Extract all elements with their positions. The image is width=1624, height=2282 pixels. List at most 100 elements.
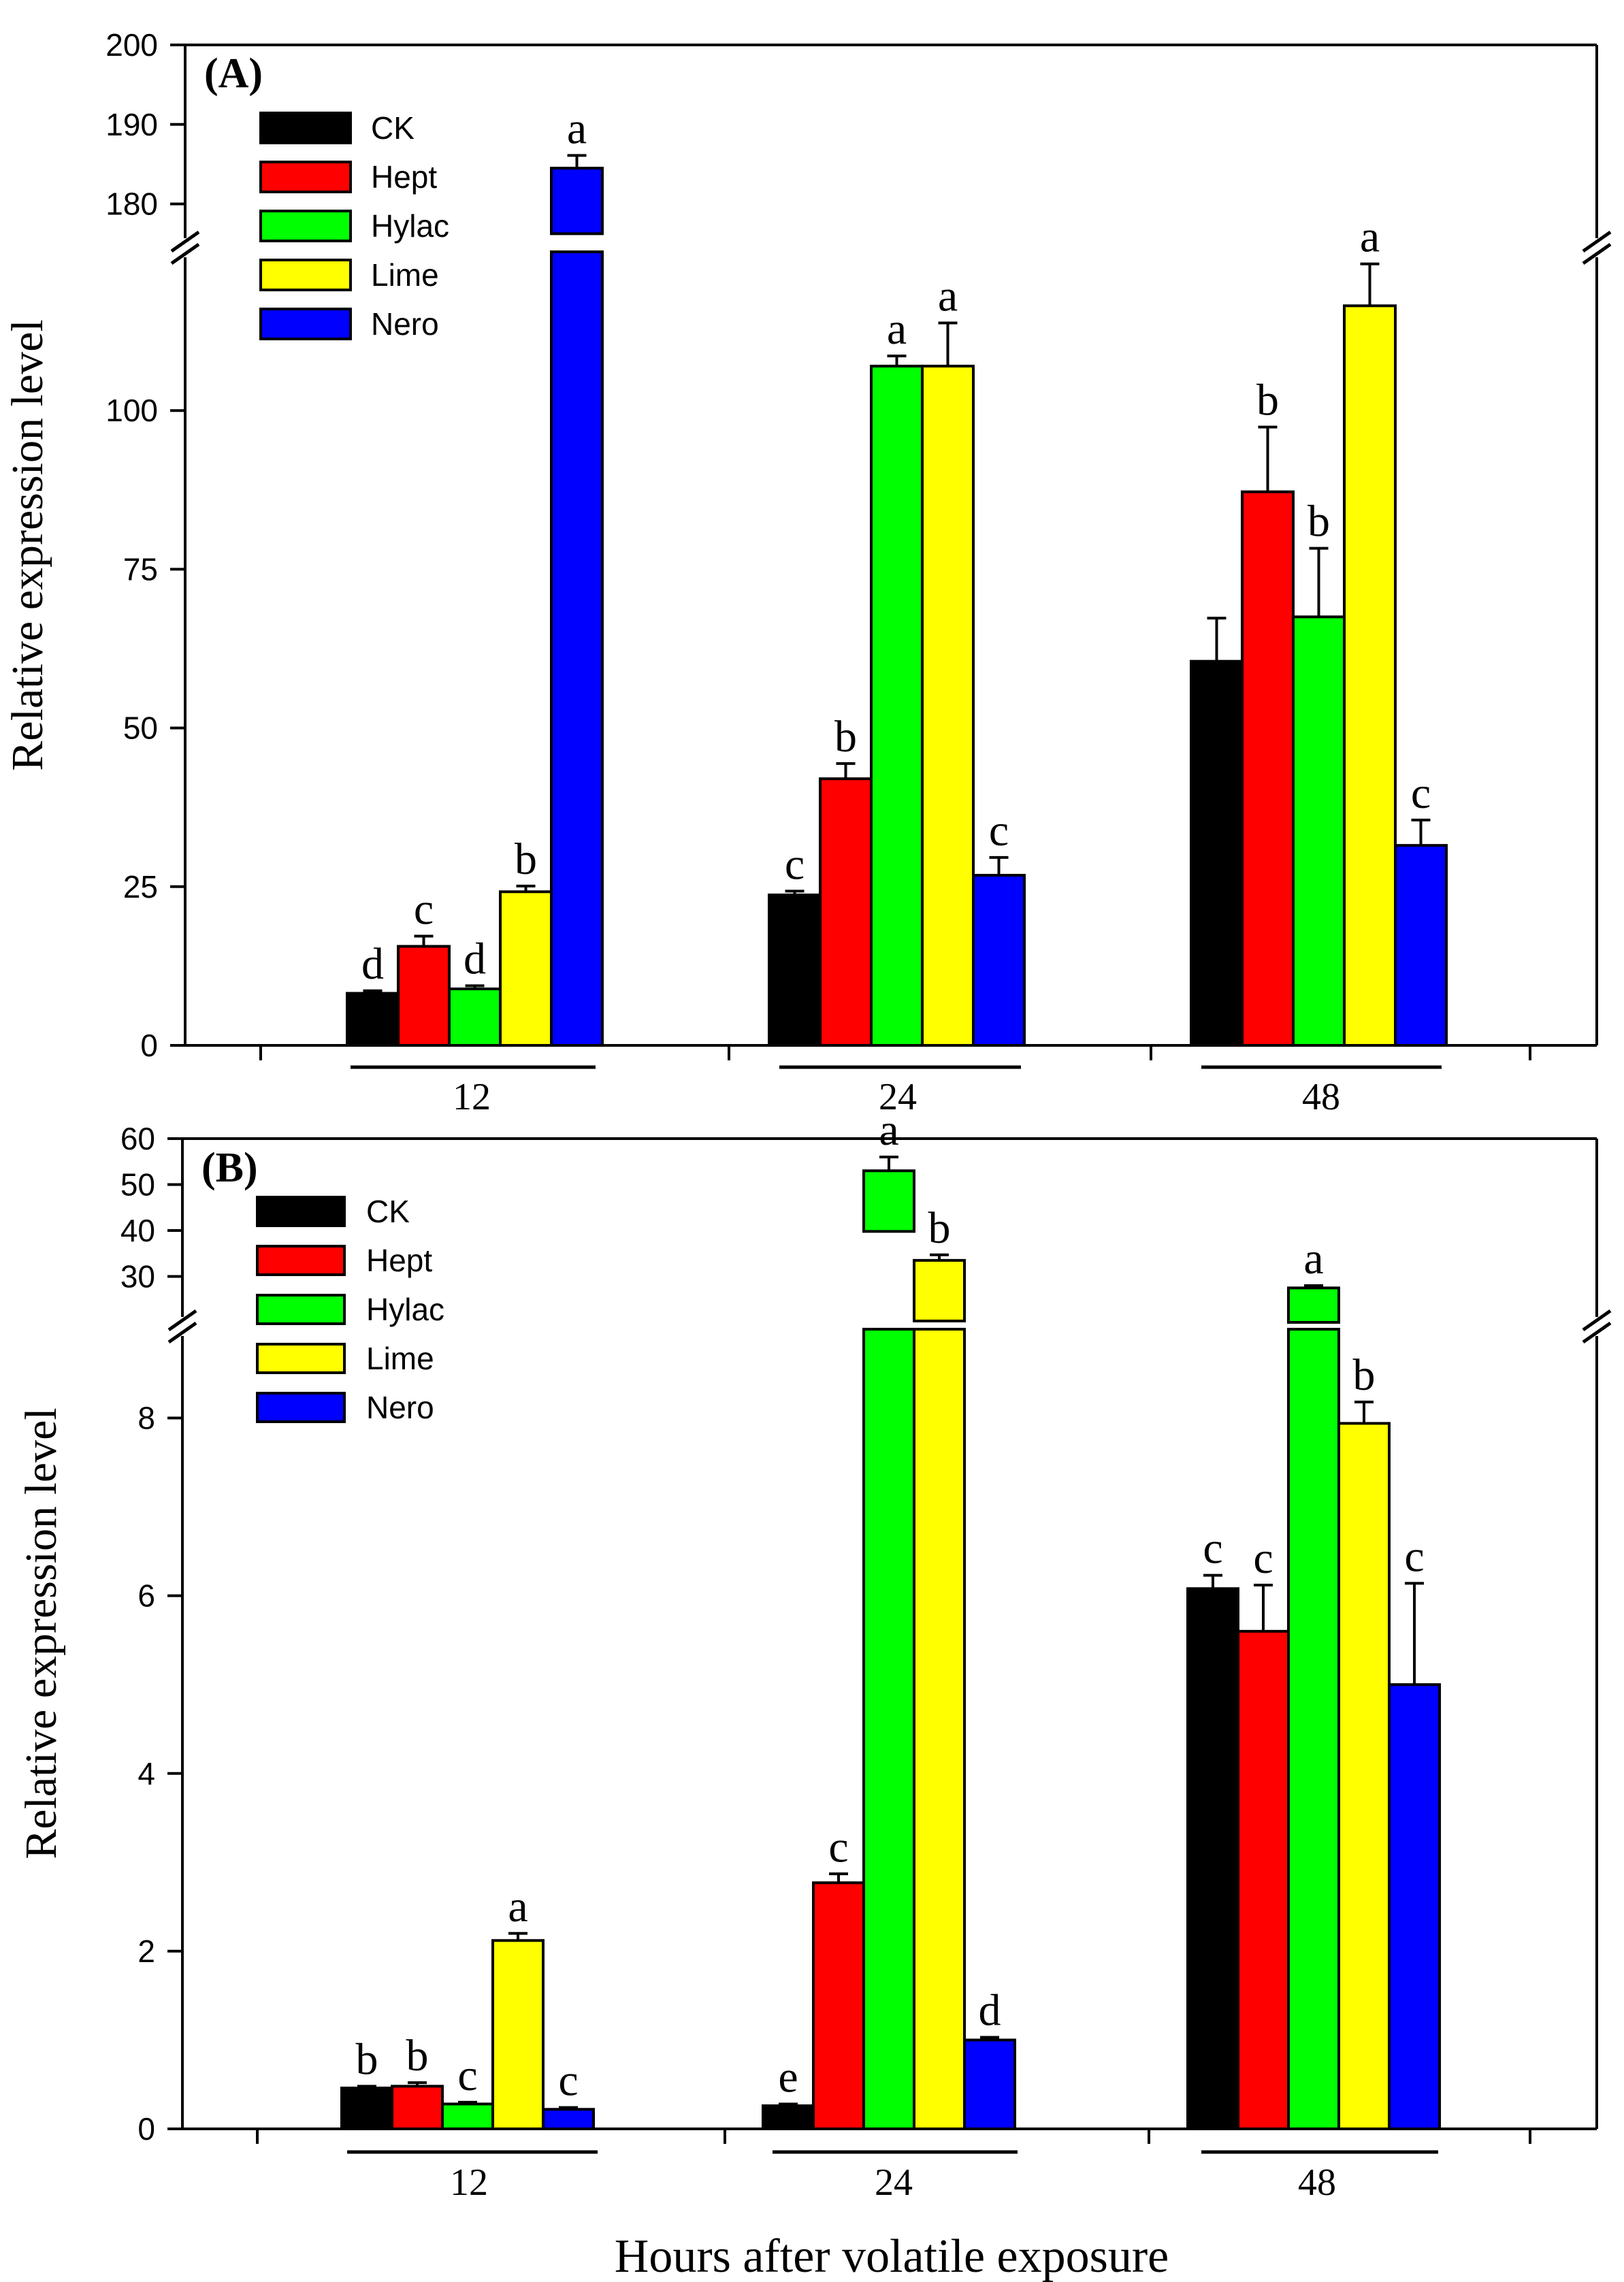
bar bbox=[963, 2038, 1016, 2130]
significance-letter: b bbox=[834, 712, 857, 762]
bar bbox=[1343, 304, 1397, 1047]
x-tick-label: 48 bbox=[1298, 2162, 1336, 2204]
right-axis-break-mark bbox=[1582, 230, 1612, 253]
bar bbox=[1337, 1422, 1391, 2130]
significance-letter: b bbox=[928, 1203, 951, 1253]
significance-letter: d bbox=[979, 1986, 1001, 2036]
y-tick-label: 8 bbox=[137, 1401, 155, 1436]
x-tick-label: 24 bbox=[879, 1076, 917, 1118]
y-tick-label: 100 bbox=[105, 393, 158, 428]
legend-swatch bbox=[256, 1294, 346, 1325]
panel-a: 0 25 50 75 100 180 190 200 12 24 48 Relative expres… bbox=[3, 27, 1612, 1118]
bar bbox=[397, 945, 451, 1047]
bar bbox=[1241, 490, 1295, 1047]
bar bbox=[448, 987, 502, 1047]
right-axis-break-mark bbox=[1582, 1309, 1612, 1332]
legend-swatch bbox=[259, 112, 352, 144]
x-tick-label: 24 bbox=[875, 2162, 913, 2204]
significance-letter: b bbox=[356, 2034, 378, 2084]
legend-swatch bbox=[256, 1343, 346, 1374]
bar bbox=[870, 364, 924, 1047]
bar bbox=[441, 2102, 494, 2130]
y-tick-label: 30 bbox=[120, 1259, 155, 1294]
y-tick-label: 60 bbox=[120, 1121, 155, 1156]
y-tick-label: 2 bbox=[137, 1934, 155, 1969]
bar bbox=[862, 1328, 915, 2130]
bar bbox=[972, 874, 1026, 1047]
right-axis-break-mark bbox=[1582, 242, 1612, 265]
legend-swatch bbox=[259, 210, 352, 242]
y-tick-label: 6 bbox=[137, 1578, 155, 1614]
bar bbox=[913, 1328, 966, 2130]
y-axis-break-mark bbox=[170, 230, 200, 253]
y-axis-label: Relative expression level bbox=[16, 1407, 66, 1859]
significance-letter: b bbox=[1256, 375, 1279, 425]
x-tick-label: 12 bbox=[453, 1076, 491, 1118]
bar bbox=[391, 2085, 444, 2130]
y-tick-label: 180 bbox=[105, 186, 158, 222]
y-tick-label: 25 bbox=[123, 869, 158, 904]
legend-swatch bbox=[259, 308, 352, 340]
bar bbox=[499, 890, 553, 1047]
legend-label: CK bbox=[366, 1194, 410, 1229]
y-tick-label: 75 bbox=[123, 551, 158, 587]
bar bbox=[1388, 1683, 1441, 2130]
bar-upper-segment bbox=[550, 167, 604, 235]
significance-letter: e bbox=[778, 2052, 798, 2102]
bar-upper-segment bbox=[913, 1258, 966, 1322]
significance-letter: c bbox=[414, 885, 434, 934]
y-tick-label: 40 bbox=[120, 1213, 155, 1248]
y-tick-label: 200 bbox=[105, 27, 158, 63]
bar bbox=[340, 2086, 393, 2130]
significance-letter: a bbox=[879, 1105, 898, 1155]
significance-letter: c bbox=[828, 1822, 848, 1872]
legend-swatch bbox=[256, 1392, 346, 1423]
significance-letter: c bbox=[1411, 768, 1431, 818]
legend-label: Hylac bbox=[371, 208, 449, 244]
bar bbox=[768, 893, 822, 1047]
significance-letter: a bbox=[887, 304, 907, 354]
panel-label: (A) bbox=[204, 50, 263, 97]
y-tick-label: 50 bbox=[120, 1167, 155, 1203]
significance-letter: b bbox=[515, 834, 537, 884]
bar bbox=[542, 2108, 595, 2131]
y-tick-label: 50 bbox=[123, 711, 158, 746]
significance-letter: c bbox=[785, 839, 805, 889]
significance-letter: a bbox=[508, 1882, 527, 1931]
legend-label: Hept bbox=[371, 159, 437, 195]
bar bbox=[1237, 1629, 1290, 2130]
significance-letter: d bbox=[464, 934, 486, 983]
bar-upper-segment bbox=[1287, 1286, 1340, 1324]
bar bbox=[346, 992, 400, 1047]
significance-letter: a bbox=[938, 271, 958, 321]
significance-letter: b bbox=[406, 2031, 429, 2081]
legend-swatch bbox=[256, 1196, 346, 1227]
significance-letter: c bbox=[1203, 1524, 1222, 1574]
legend-label: Lime bbox=[371, 257, 439, 293]
bar bbox=[819, 777, 873, 1047]
legend-swatch bbox=[256, 1245, 346, 1276]
significance-letter: a bbox=[567, 103, 587, 153]
y-axis-break-mark bbox=[167, 1309, 197, 1332]
bar bbox=[1292, 615, 1346, 1047]
right-axis-break-mark bbox=[1582, 1321, 1612, 1344]
significance-letter: a bbox=[1360, 212, 1380, 262]
bar bbox=[1186, 1587, 1239, 2130]
bar bbox=[1190, 659, 1244, 1047]
significance-letter: c bbox=[457, 2051, 477, 2100]
legend-label: CK bbox=[371, 110, 415, 146]
y-axis-break-mark bbox=[167, 1321, 197, 1344]
x-tick-label: 48 bbox=[1302, 1076, 1340, 1118]
bar bbox=[812, 1881, 865, 2130]
legend-label: Hept bbox=[366, 1243, 432, 1278]
y-tick-label: 0 bbox=[137, 2111, 155, 2147]
significance-letter: b bbox=[1353, 1350, 1376, 1400]
bar bbox=[491, 1939, 545, 2130]
significance-letter: c bbox=[1253, 1533, 1273, 1583]
bar bbox=[762, 2104, 815, 2131]
legend-swatch bbox=[259, 161, 352, 193]
legend-label: Hylac bbox=[366, 1292, 444, 1327]
legend-label: Nero bbox=[371, 306, 439, 342]
y-tick-label: 190 bbox=[105, 107, 158, 142]
